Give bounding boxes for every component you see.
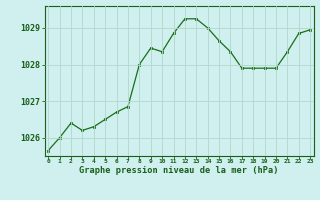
X-axis label: Graphe pression niveau de la mer (hPa): Graphe pression niveau de la mer (hPa) <box>79 166 279 175</box>
